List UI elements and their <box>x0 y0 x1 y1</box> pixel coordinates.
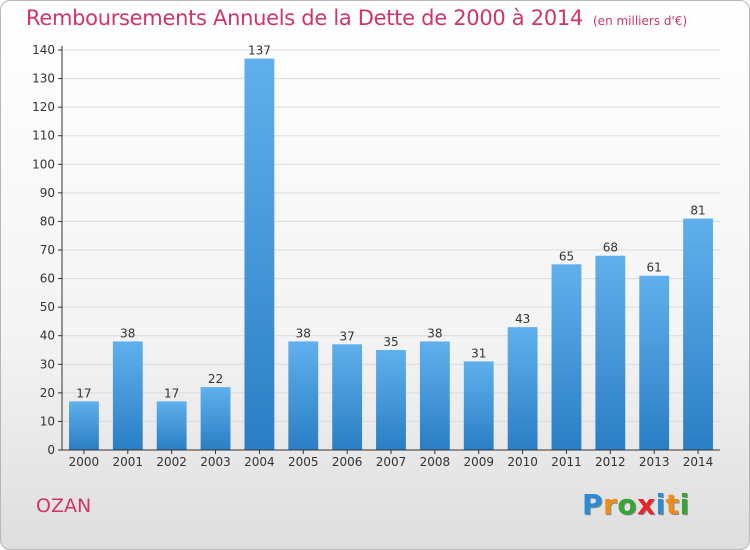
y-tick-label: 110 <box>32 129 55 143</box>
bar-value-label: 38 <box>296 326 311 340</box>
x-tick-label: 2009 <box>463 455 494 469</box>
x-tick-label: 2014 <box>683 455 714 469</box>
bar <box>419 341 450 450</box>
logo-letter: x <box>637 488 656 521</box>
bar <box>595 255 626 450</box>
bar-value-label: 81 <box>690 204 705 218</box>
bar <box>507 327 538 450</box>
logo-letter: P <box>582 488 604 521</box>
bar-value-label: 22 <box>208 372 223 386</box>
labels: 0 10 20 30 40 50 60 70 80 90 100 110 120 130 140 17 2000… <box>32 43 713 469</box>
bar <box>683 218 713 450</box>
bar <box>463 361 494 450</box>
bar <box>332 344 363 450</box>
x-tick-label: 2004 <box>244 455 275 469</box>
bar <box>156 401 187 450</box>
x-tick-label: 2012 <box>595 455 626 469</box>
x-tick-label: 2007 <box>376 455 407 469</box>
logo-letter: i <box>679 488 690 521</box>
logo-letter: i <box>655 488 666 521</box>
y-tick-label: 0 <box>47 443 55 457</box>
y-tick-label: 90 <box>40 186 55 200</box>
y-tick-label: 10 <box>40 414 55 428</box>
bar <box>376 350 406 450</box>
y-tick-label: 80 <box>40 214 55 228</box>
bar-value-label: 38 <box>120 326 135 340</box>
bar-value-label: 61 <box>647 261 662 275</box>
x-tick-label: 2002 <box>156 455 187 469</box>
commune-name: OZAN <box>36 495 92 517</box>
bar <box>244 58 275 450</box>
y-tick-label: 100 <box>32 157 55 171</box>
bar-value-label: 65 <box>559 249 574 263</box>
logo-letter: o <box>617 488 638 521</box>
bar-value-label: 38 <box>427 326 442 340</box>
x-tick-label: 2010 <box>507 455 538 469</box>
y-tick-label: 30 <box>40 357 55 371</box>
bar <box>200 387 231 450</box>
bar <box>69 401 99 450</box>
y-tick-label: 120 <box>32 100 55 114</box>
bar-value-label: 68 <box>603 241 618 255</box>
bar-value-label: 35 <box>383 335 398 349</box>
x-tick-label: 2001 <box>113 455 144 469</box>
chart-title: Remboursements Annuels de la Dette de 20… <box>26 6 583 30</box>
x-tick-label: 2008 <box>420 455 451 469</box>
y-tick-label: 40 <box>40 329 55 343</box>
x-tick-label: 2003 <box>200 455 231 469</box>
bars <box>69 58 713 450</box>
x-tick-label: 2013 <box>639 455 670 469</box>
y-tick-label: 140 <box>32 43 55 57</box>
bar-value-label: 31 <box>471 346 486 360</box>
bar-value-label: 17 <box>76 386 91 400</box>
x-tick-label: 2000 <box>69 455 100 469</box>
bar-value-label: 137 <box>248 44 271 58</box>
y-tick-label: 130 <box>32 72 55 86</box>
logo-letter: r <box>603 488 618 521</box>
chart-unit-note: (en milliers d'€) <box>593 14 688 28</box>
bar-value-label: 37 <box>339 329 354 343</box>
y-tick-label: 70 <box>40 243 55 257</box>
proxiti-logo[interactable]: Proxiti <box>582 488 690 521</box>
y-tick-label: 50 <box>40 300 55 314</box>
x-tick-label: 2006 <box>332 455 363 469</box>
logo-letter: t <box>665 488 680 521</box>
bar-value-label: 17 <box>164 386 179 400</box>
chart-header: Remboursements Annuels de la Dette de 20… <box>26 6 687 30</box>
axes <box>58 46 720 454</box>
x-tick-label: 2011 <box>551 455 582 469</box>
bar <box>288 341 319 450</box>
y-tick-label: 60 <box>40 272 55 286</box>
bar <box>639 275 670 450</box>
y-tick-label: 20 <box>40 386 55 400</box>
bar-value-label: 43 <box>515 312 530 326</box>
x-tick-label: 2005 <box>288 455 319 469</box>
bar <box>112 341 143 450</box>
bar <box>551 264 582 450</box>
